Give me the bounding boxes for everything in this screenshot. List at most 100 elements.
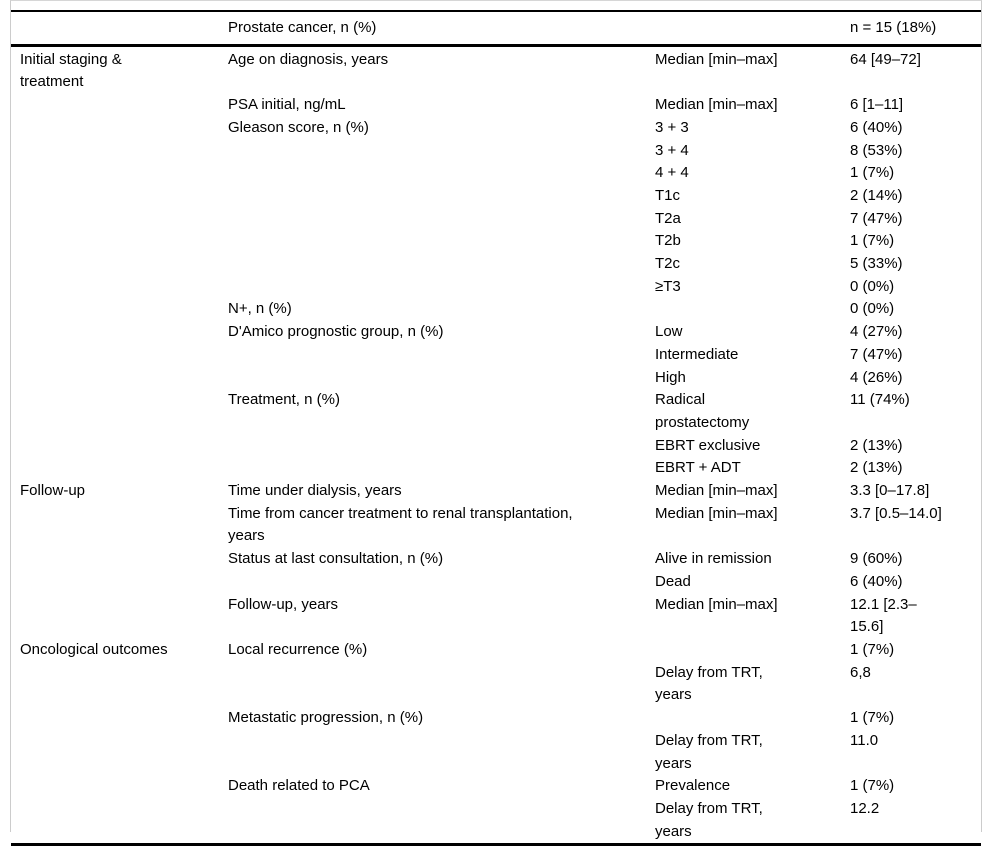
table-row: D'Amico prognostic group, n (%) Low 4 (27%… (11, 321, 981, 344)
cell-value: 11 (74%) (850, 391, 910, 409)
prostate-cancer-characteristics-table: Prostate cancer, n (%) n = 15 (18%) Init… (11, 10, 981, 846)
cell-value: 5 (33%) (850, 255, 903, 273)
table-row: ≥T3 0 (0%) (11, 276, 981, 299)
cell-section (11, 548, 228, 571)
cell-value: 4 (26%) (850, 368, 903, 386)
table-row: 3 + 4 8 (53%) (11, 140, 981, 163)
cell-variable: Time under dialysis, years (228, 482, 402, 500)
cell-section (11, 185, 228, 208)
cell-measure (655, 707, 850, 730)
cell-measure: Median [min–max] (655, 482, 778, 500)
header-cell-variable: Prostate cancer, n (%) (228, 19, 377, 36)
cell-variable: Metastatic progression, n (%) (228, 709, 424, 727)
cell-measure: Median [min–max] (655, 504, 778, 522)
cell-section: Oncological outcomes (20, 640, 168, 658)
table-row: Gleason score, n (%) 3 + 3 6 (40%) (11, 117, 981, 140)
cell-value: 1 (7%) (850, 777, 895, 795)
cell-variable (228, 344, 655, 367)
cell-value: 4 (27%) (850, 323, 903, 341)
cell-section (11, 140, 228, 163)
cell-measure: Median [min–max] (655, 50, 778, 68)
header-cell-section (11, 11, 228, 45)
cell-value: 7 (47%) (850, 345, 903, 363)
cell-variable: Local recurrence (%) (228, 640, 368, 658)
cell-section (11, 298, 228, 321)
cell-value: 0 (0%) (850, 300, 895, 318)
cell-variable: N+, n (%) (228, 300, 292, 318)
table-row: T2a 7 (47%) (11, 208, 981, 231)
cell-variable (228, 253, 655, 276)
table-row: Dead 6 (40%) (11, 571, 981, 594)
cell-measure: T1c (655, 186, 681, 204)
table-header: Prostate cancer, n (%) n = 15 (18%) (11, 11, 981, 46)
table-row: PSA initial, ng/mL Median [min–max] 6 [1–1… (11, 94, 981, 117)
cell-variable: Status at last consultation, n (%) (228, 550, 444, 568)
cell-measure: 3 + 4 (655, 141, 689, 159)
cell-measure: T2b (655, 232, 681, 250)
cell-measure: Dead (655, 572, 691, 590)
table-row: Follow-up, years Median [min–max] 12.1 [2.… (11, 594, 981, 639)
cell-measure: High (655, 368, 686, 386)
cell-measure: Radical prostatectomy (655, 391, 750, 431)
cell-variable (228, 162, 655, 185)
cell-value: 3.3 [0–17.8] (850, 482, 930, 500)
cell-section (11, 730, 228, 775)
cell-section (11, 230, 228, 253)
cell-value: 6 (40%) (850, 572, 903, 590)
table-row: Status at last consultation, n (%) Alive … (11, 548, 981, 571)
cell-measure: Intermediate (655, 345, 739, 363)
cell-value: 6 (40%) (850, 118, 903, 136)
cell-section (11, 321, 228, 344)
cell-variable (228, 276, 655, 299)
cell-section (11, 367, 228, 390)
cell-value: 1 (7%) (850, 640, 895, 658)
cell-section (11, 435, 228, 458)
cell-section (11, 253, 228, 276)
cell-measure: T2a (655, 209, 681, 227)
cell-section (11, 571, 228, 594)
cell-variable (228, 662, 655, 707)
table-body: Initial staging & treatment Age on diagno… (11, 45, 981, 845)
cell-value: 2 (13%) (850, 459, 903, 477)
header-cell-value: n = 15 (18%) (850, 19, 937, 36)
cell-value: 2 (14%) (850, 186, 903, 204)
cell-variable (228, 208, 655, 231)
table-row: Death related to PCA Prevalence 1 (7%) (11, 775, 981, 798)
cell-measure: EBRT exclusive (655, 436, 761, 454)
table-row: Delay from TRT, years 6,8 (11, 662, 981, 707)
cell-variable (228, 185, 655, 208)
cell-section: Initial staging & treatment (20, 50, 122, 91)
cell-value: 12.2 (850, 799, 880, 817)
table-row: Oncological outcomes Local recurrence (%)… (11, 639, 981, 662)
cell-variable (228, 230, 655, 253)
cell-value: 12.1 [2.3–15.6] (850, 595, 917, 636)
cell-section (11, 162, 228, 185)
cell-measure: T2c (655, 255, 681, 273)
cell-value: 6 [1–11] (850, 96, 904, 114)
table-row: Follow-up Time under dialysis, years Media… (11, 480, 981, 503)
table-row: Time from cancer treatment to renal tran… (11, 503, 981, 548)
cell-variable: Follow-up, years (228, 595, 339, 613)
cell-variable (228, 730, 655, 775)
cell-measure: Alive in remission (655, 550, 772, 568)
cell-measure: 3 + 3 (655, 118, 689, 136)
table-row: Treatment, n (%) Radical prostatectomy 11 … (11, 389, 981, 434)
cell-variable: Death related to PCA (228, 777, 370, 795)
cell-value: 1 (7%) (850, 232, 895, 250)
table-row: T2b 1 (7%) (11, 230, 981, 253)
table-row: Initial staging & treatment Age on diagno… (11, 45, 981, 94)
cell-value: 7 (47%) (850, 209, 903, 227)
cell-section (11, 94, 228, 117)
table-row: T2c 5 (33%) (11, 253, 981, 276)
cell-section (11, 775, 228, 798)
cell-value: 1 (7%) (850, 164, 895, 182)
cell-measure (655, 298, 850, 321)
table-row: Delay from TRT, years 12.2 (11, 798, 981, 845)
cell-value: 11.0 (850, 731, 879, 749)
cell-measure: EBRT + ADT (655, 459, 741, 477)
cell-value: 2 (13%) (850, 436, 903, 454)
cell-section (11, 276, 228, 299)
cell-section (11, 662, 228, 707)
cell-measure: Low (655, 323, 683, 341)
